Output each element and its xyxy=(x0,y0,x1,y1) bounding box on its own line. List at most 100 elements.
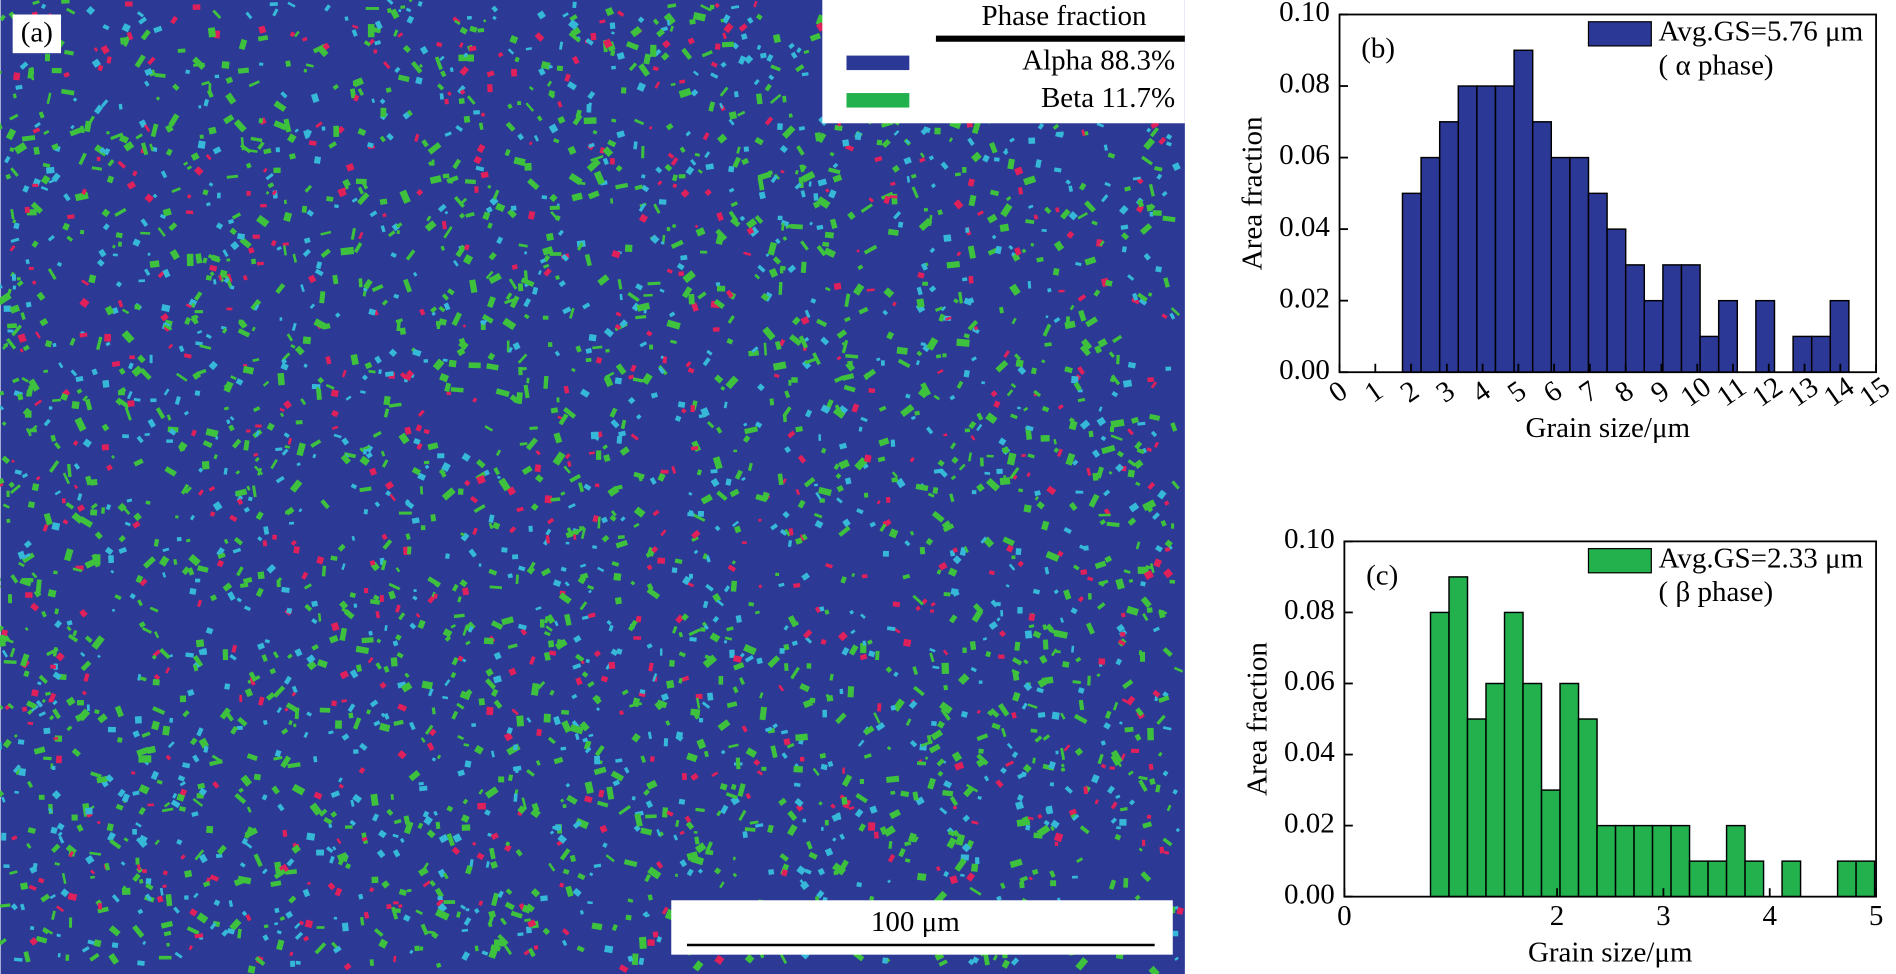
map-grain xyxy=(816,196,831,209)
map-grain xyxy=(685,166,695,176)
map-grain xyxy=(1032,630,1042,639)
map-grain xyxy=(675,873,678,877)
map-grain xyxy=(590,32,597,41)
legend-title: Phase fraction xyxy=(981,0,1147,32)
map-grain xyxy=(89,851,102,856)
map-grain xyxy=(969,641,977,651)
map-grain xyxy=(442,173,450,179)
map-grain xyxy=(409,622,417,630)
map-grain xyxy=(723,401,728,409)
bar xyxy=(1420,156,1441,373)
map-grain xyxy=(549,689,555,696)
map-grain xyxy=(1116,354,1120,365)
map-grain xyxy=(252,234,260,239)
map-grain xyxy=(1131,297,1140,305)
map-grain xyxy=(756,44,762,51)
map-grain xyxy=(66,725,73,732)
map-grain xyxy=(797,499,806,509)
map-grain xyxy=(903,156,912,165)
map-grain xyxy=(798,126,806,131)
map-grain xyxy=(3,659,17,665)
map-grain xyxy=(368,630,373,636)
legend-label: Avg.GS=2.33 μm xyxy=(1659,542,1864,574)
map-grain xyxy=(991,234,997,240)
map-grain xyxy=(96,820,101,825)
map-grain xyxy=(418,781,424,786)
map-grain xyxy=(196,368,207,376)
map-grain xyxy=(1085,316,1098,328)
map-grain xyxy=(889,809,901,820)
map-grain xyxy=(1135,541,1141,550)
map-grain xyxy=(1021,702,1028,710)
map-grain xyxy=(1051,711,1060,720)
map-grain xyxy=(835,473,842,479)
map-grain xyxy=(105,341,111,347)
map-grain xyxy=(1128,502,1140,513)
map-grain xyxy=(69,337,76,346)
map-grain xyxy=(390,657,398,667)
map-grain xyxy=(739,652,745,658)
map-grain xyxy=(90,502,98,510)
bar xyxy=(1466,718,1487,898)
map-grain xyxy=(405,7,412,13)
bar xyxy=(1744,860,1765,898)
map-grain xyxy=(885,496,891,503)
map-grain xyxy=(719,881,725,889)
map-grain xyxy=(62,519,69,525)
map-grain xyxy=(194,310,204,314)
map-grain xyxy=(962,166,967,173)
map-grain xyxy=(977,795,982,800)
map-grain xyxy=(666,227,671,232)
map-grain xyxy=(1149,413,1161,421)
map-grain xyxy=(515,392,523,404)
map-grain xyxy=(691,535,699,542)
map-grain xyxy=(486,706,494,716)
map-grain xyxy=(690,708,701,716)
map-grain xyxy=(667,3,677,9)
map-grain xyxy=(180,854,186,860)
map-grain xyxy=(800,261,807,274)
map-grain xyxy=(1172,906,1176,914)
legend-swatch xyxy=(846,93,910,108)
map-grain xyxy=(420,525,426,531)
map-grain xyxy=(159,648,171,660)
map-grain xyxy=(640,174,646,179)
map-grain xyxy=(506,486,517,496)
map-grain xyxy=(516,506,524,513)
map-grain xyxy=(1149,778,1156,786)
map-grain xyxy=(1088,430,1094,438)
map-grain xyxy=(834,375,845,383)
map-grain xyxy=(1152,210,1162,216)
map-grain xyxy=(101,507,106,514)
map-grain xyxy=(647,894,653,901)
map-grain xyxy=(1128,579,1134,583)
map-grain xyxy=(333,125,340,137)
bar xyxy=(1836,860,1857,898)
map-grain xyxy=(273,167,281,174)
map-grain xyxy=(674,558,683,564)
map-grain xyxy=(189,588,197,595)
map-grain xyxy=(1115,794,1121,800)
map-grain xyxy=(91,635,105,650)
map-grain xyxy=(211,754,221,762)
panel-label: (c) xyxy=(1366,559,1398,591)
map-grain xyxy=(1119,818,1127,826)
map-grain xyxy=(252,358,260,363)
bar xyxy=(1855,860,1876,898)
map-grain xyxy=(666,679,675,689)
x-axis-label: Grain size/μm xyxy=(1528,936,1693,968)
bar xyxy=(1476,85,1497,373)
map-grain xyxy=(47,234,55,242)
map-grain xyxy=(443,302,451,311)
map-grain xyxy=(506,340,510,353)
map-grain xyxy=(166,414,172,421)
map-grain xyxy=(671,174,678,182)
map-grain xyxy=(13,72,21,81)
map-grain xyxy=(709,632,721,643)
map-grain xyxy=(38,794,45,800)
map-grain xyxy=(279,317,283,321)
map-grain xyxy=(892,601,901,608)
map-grain xyxy=(149,606,159,613)
map-grain xyxy=(246,429,251,433)
map-grain xyxy=(244,688,254,698)
